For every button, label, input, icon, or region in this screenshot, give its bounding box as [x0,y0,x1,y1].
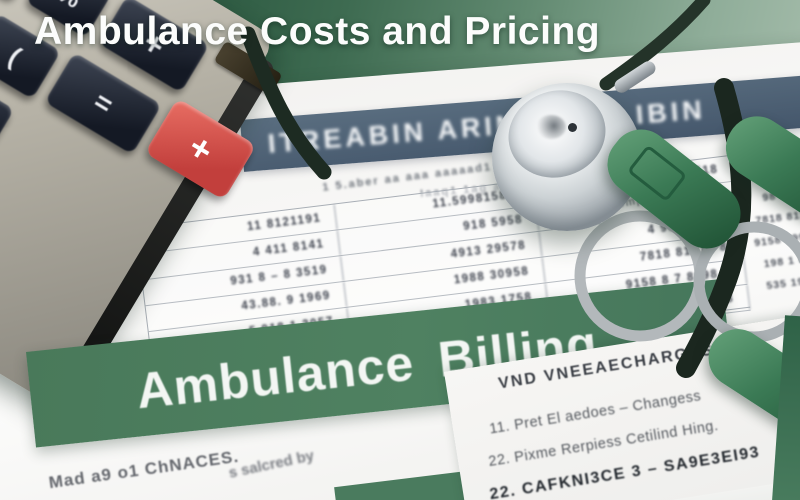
clamp-handle-detail [626,144,688,203]
stethoscope-cone-shadow [536,115,566,139]
stethoscope-center-hole [568,123,577,132]
page-title: Ambulance Costs and Pricing [34,10,601,53]
charges-footer-text: M REEYNNNDOIS [590,495,798,500]
